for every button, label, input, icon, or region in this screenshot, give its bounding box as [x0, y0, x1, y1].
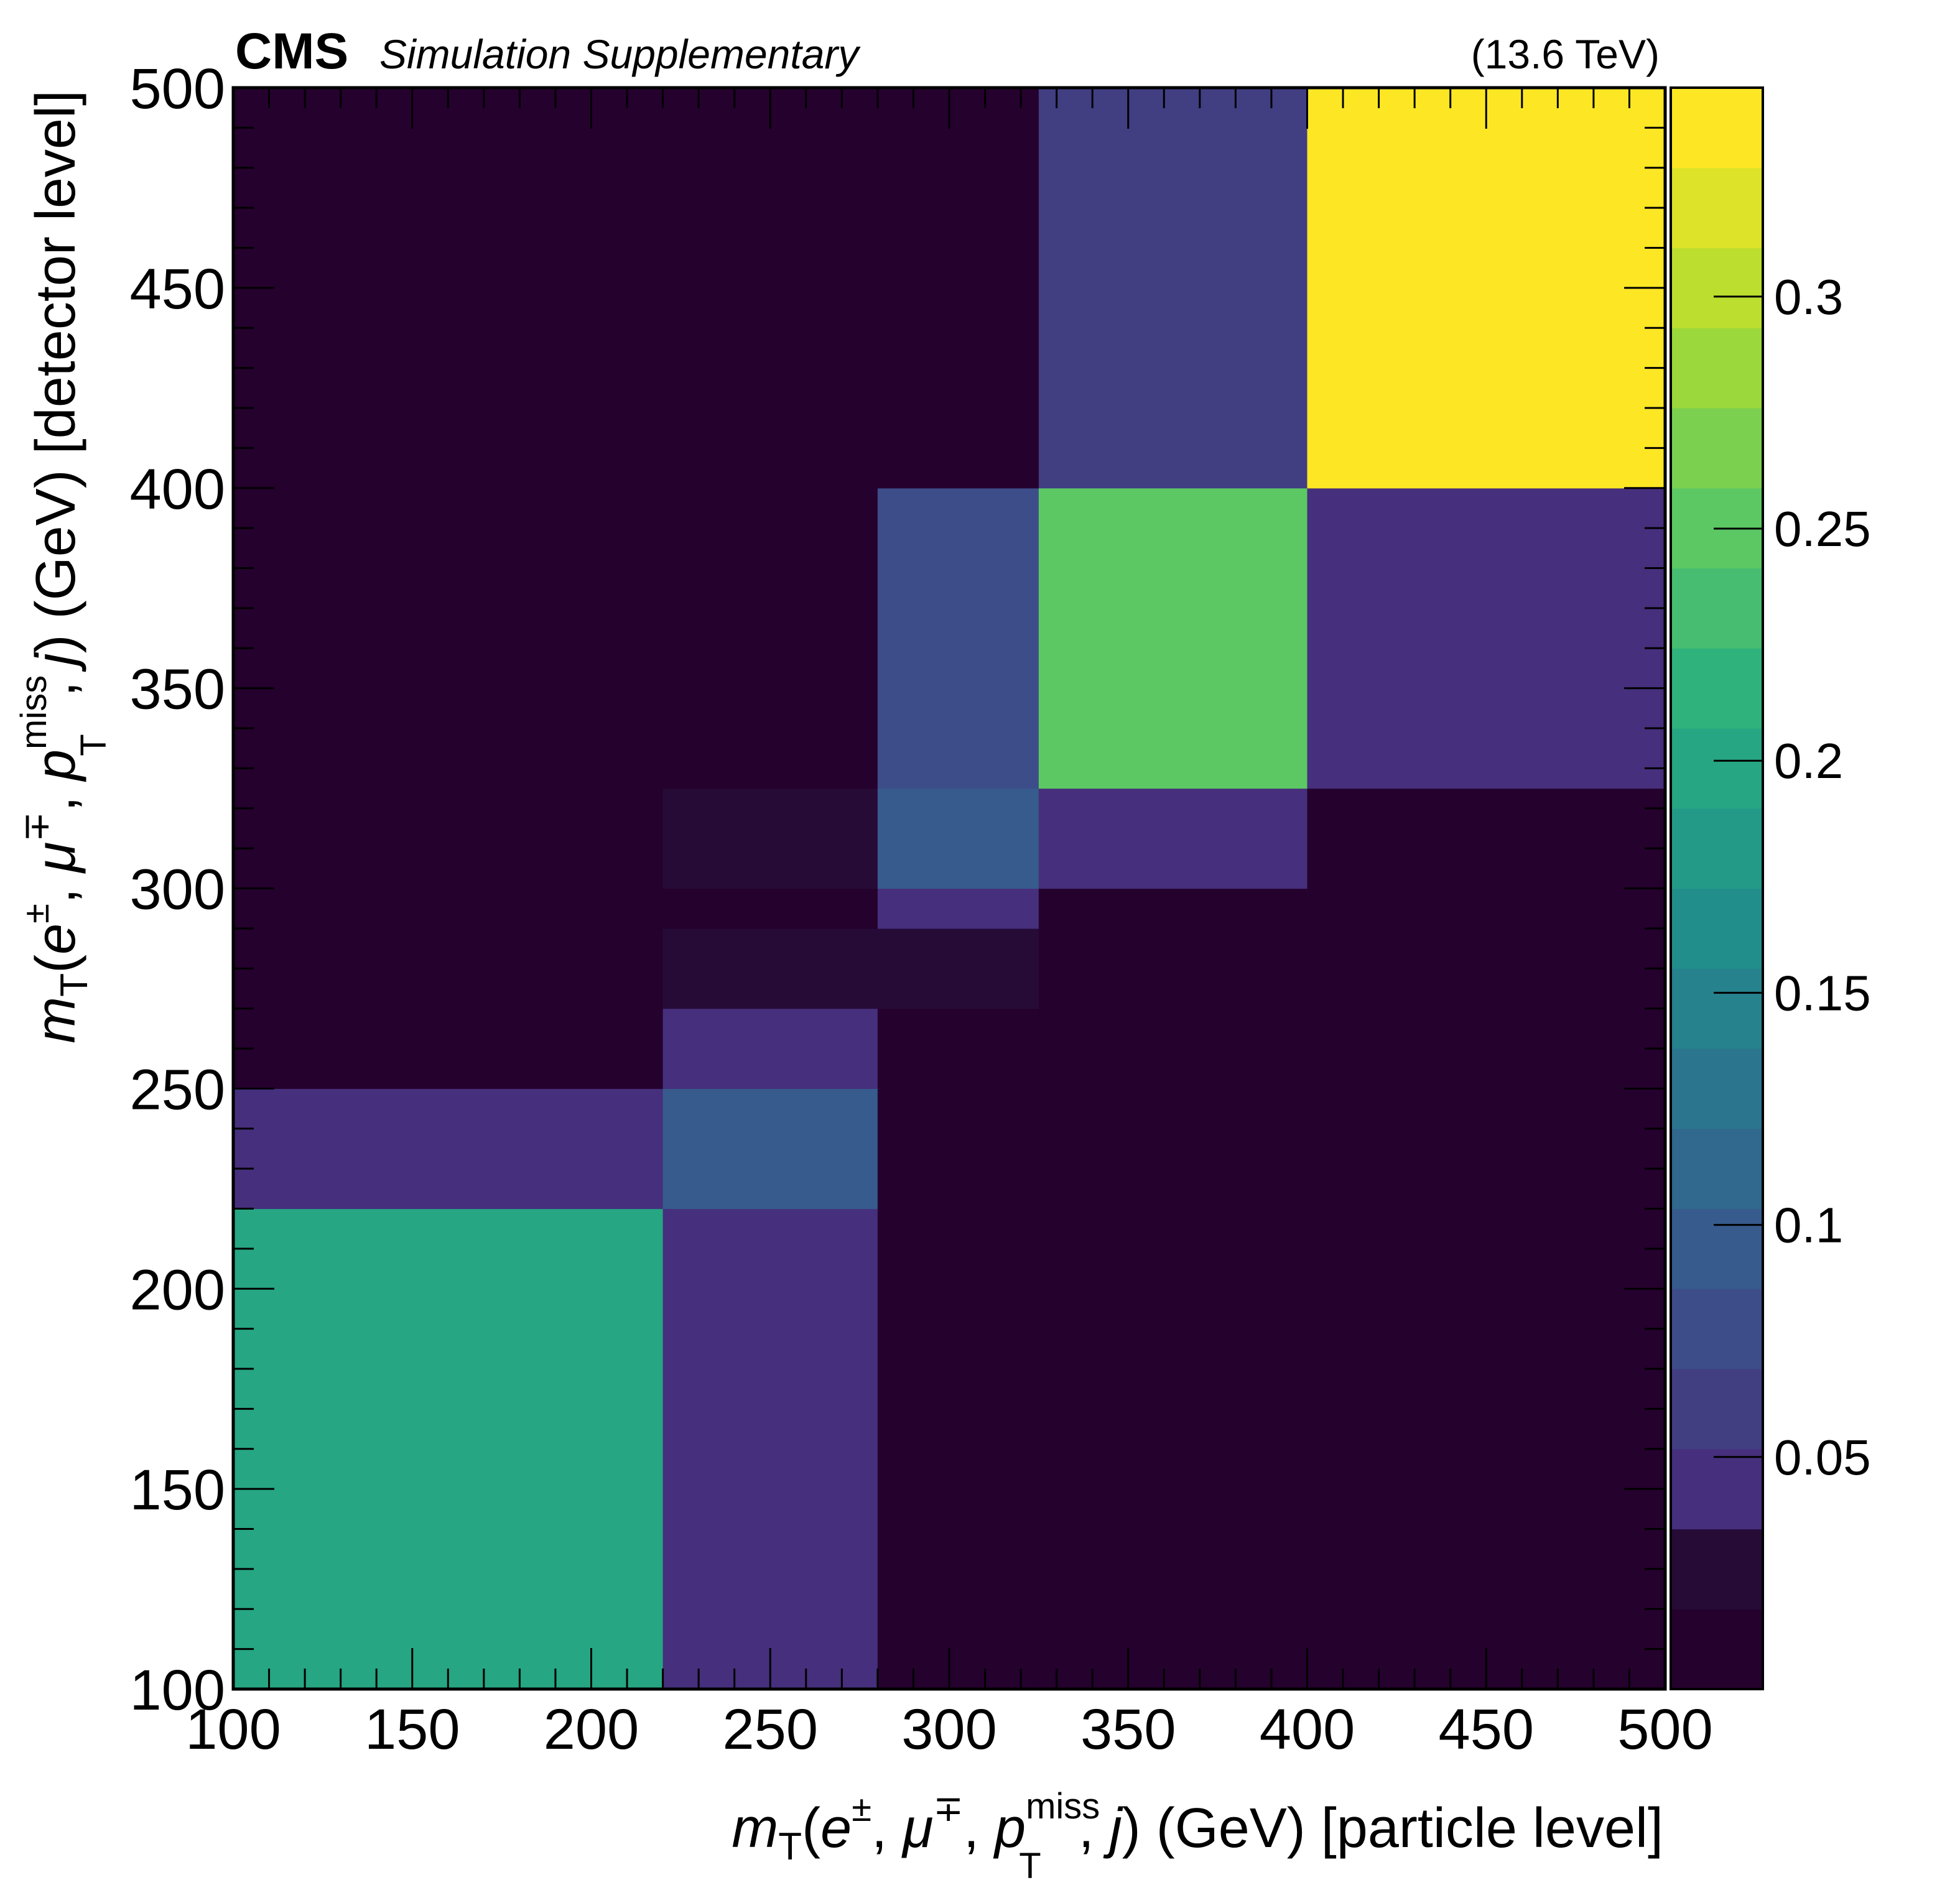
heatmap-cell-12	[877, 1008, 1039, 1089]
heatmap-cell-16	[662, 928, 878, 1009]
colorbar-level-18	[1671, 167, 1763, 249]
x-tick-label-1: 150	[365, 1698, 460, 1761]
x-tick-label-2: 200	[544, 1698, 639, 1761]
x-tick-label-0: 100	[185, 1698, 281, 1761]
heatmap-cell-1	[662, 1208, 878, 1690]
heatmap-cell-11	[662, 1008, 878, 1089]
x-tick-label-3: 250	[723, 1698, 819, 1761]
heatmap-cell-0	[233, 1208, 664, 1690]
colorbar-level-13	[1671, 568, 1763, 649]
z-tick-label-2: 0.15	[1774, 965, 1871, 1021]
heatmap-cell-9	[1307, 1088, 1666, 1210]
y-tick-label-5: 350	[130, 658, 226, 721]
y-tick-label-6: 400	[130, 458, 226, 521]
colorbar-level-10	[1671, 808, 1763, 889]
plot-frame	[231, 86, 1667, 1691]
heatmap-cell-4	[1307, 1208, 1666, 1690]
z-tick-label-0: 0.05	[1774, 1430, 1871, 1485]
colorbar-level-11	[1671, 728, 1763, 809]
heatmap-cell-5	[233, 1088, 664, 1210]
heatmap-cell-8	[1038, 1088, 1308, 1210]
heatmap-cell-30	[233, 488, 664, 789]
heatmap-cell-26	[662, 788, 878, 889]
heatmap-cell-27	[877, 788, 1039, 889]
heatmap-cells	[233, 88, 1666, 1690]
heatmap-cell-22	[877, 888, 1039, 929]
heatmap-cell-33	[1038, 488, 1308, 789]
colorbar-palette	[1671, 88, 1763, 1690]
heatmap-cell-15	[233, 928, 664, 1009]
colorbar-level-7	[1671, 1049, 1763, 1129]
x-tick-label-4: 300	[901, 1698, 997, 1761]
y-tick-label-7: 450	[130, 257, 226, 321]
colorbar-level-4	[1671, 1289, 1763, 1369]
y-axis-title: mT(e±, μ∓, pmiss T, j) (GeV) [detector le…	[14, 90, 114, 1044]
heatmap-cell-32	[877, 488, 1039, 789]
experiment-label: CMS	[235, 23, 348, 80]
colorbar-level-12	[1671, 648, 1763, 729]
z-tick-label-5: 0.3	[1774, 269, 1843, 325]
heatmap-cell-35	[233, 88, 664, 489]
y-tick-label-3: 250	[130, 1058, 226, 1121]
heatmap-cell-6	[662, 1088, 878, 1210]
colorbar-level-0	[1671, 1609, 1763, 1690]
heatmap-cell-20	[233, 888, 664, 929]
energy-label: (13.6 TeV)	[1471, 31, 1660, 77]
y-tick-label-0: 100	[130, 1659, 226, 1722]
x-axis-title: mT(e±, μ∓, pmiss T, j) (GeV) [particle le…	[732, 1786, 1663, 1880]
heatmap-cell-2	[877, 1208, 1039, 1690]
heatmap-cell-39	[1307, 88, 1666, 489]
heatmap-cell-34	[1307, 488, 1666, 789]
heatmap-cell-21	[662, 888, 878, 929]
heatmap-cell-13	[1038, 1008, 1308, 1089]
colorbar-level-19	[1671, 88, 1763, 169]
y-tick-label-4: 300	[130, 858, 226, 922]
colorbar-level-2	[1671, 1448, 1763, 1530]
heatmap-cell-37	[877, 88, 1039, 489]
heatmap-cell-23	[1038, 888, 1308, 929]
colorbar-level-8	[1671, 968, 1763, 1049]
y-tick-label-1: 150	[130, 1458, 226, 1522]
colorbar-level-9	[1671, 888, 1763, 969]
heatmap-cell-7	[877, 1088, 1039, 1210]
colorbar-frame	[1670, 86, 1764, 1690]
heatmap-cell-14	[1307, 1008, 1666, 1089]
heatmap-cell-36	[662, 88, 878, 489]
heatmap-cell-38	[1038, 88, 1308, 489]
heatmap-cell-17	[877, 928, 1039, 1009]
heatmap-cell-24	[1307, 888, 1666, 929]
z-tick-label-4: 0.25	[1774, 501, 1871, 557]
heatmap-cell-29	[1307, 788, 1666, 889]
heatmap-cell-3	[1038, 1208, 1308, 1690]
heatmap-cell-18	[1038, 928, 1308, 1009]
heatmap-cell-25	[233, 788, 664, 889]
colorbar-level-1	[1671, 1529, 1763, 1609]
simulation-label: Simulation Supplementary	[379, 31, 861, 77]
colorbar-level-6	[1671, 1128, 1763, 1210]
x-tick-label-7: 450	[1439, 1698, 1535, 1761]
x-tick-label-8: 500	[1617, 1698, 1713, 1761]
heatmap-cell-31	[662, 488, 878, 789]
minor-ticks	[233, 88, 1665, 1689]
colorbar-level-17	[1671, 248, 1763, 328]
heatmap-cell-10	[233, 1008, 664, 1089]
tick-labels: 100 150 200 250 300 350 400 450 500 100 150 200 250 3…	[130, 57, 1871, 1761]
heatmap-cell-28	[1038, 788, 1308, 889]
x-tick-label-6: 400	[1260, 1698, 1355, 1761]
y-tick-label-8: 500	[130, 57, 226, 121]
y-tick-label-2: 200	[130, 1258, 226, 1322]
colorbar-level-15	[1671, 408, 1763, 489]
colorbar-level-3	[1671, 1369, 1763, 1450]
colorbar-level-16	[1671, 328, 1763, 409]
x-tick-label-5: 350	[1080, 1698, 1176, 1761]
colorbar-level-5	[1671, 1208, 1763, 1289]
heatmap-cell-19	[1307, 928, 1666, 1009]
z-tick-label-3: 0.2	[1774, 733, 1843, 789]
z-tick-label-1: 0.1	[1774, 1198, 1843, 1253]
